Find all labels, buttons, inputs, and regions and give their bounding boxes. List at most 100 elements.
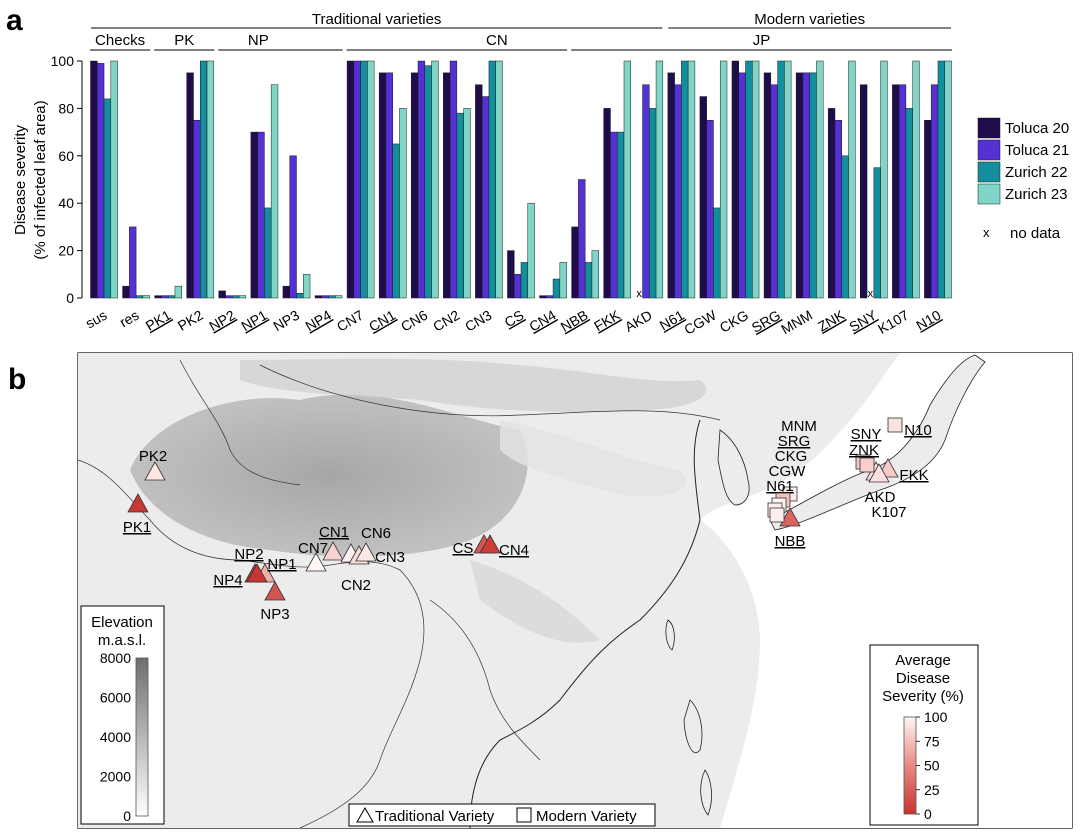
legend-swatch	[977, 183, 1001, 205]
site-label-sny: SNY	[851, 426, 882, 443]
elevation-tick-label: 2000	[100, 769, 131, 785]
no-data-legend-label: no data	[1010, 225, 1061, 242]
bar-zurich-23-k107	[912, 60, 920, 299]
elevation-tick-label: 8000	[100, 650, 131, 666]
site-label-cn4: CN4	[499, 542, 529, 559]
panel-b-letter: b	[8, 363, 26, 396]
country-border-west	[179, 359, 301, 486]
site-marker-n10	[887, 417, 903, 433]
bar-zurich-22-cgw	[713, 207, 721, 299]
site-label-znk: ZNK	[849, 442, 879, 459]
x-tick-label-znk: ZNK	[815, 306, 848, 334]
severity-legend-title-line3: Severity (%)	[882, 688, 964, 705]
y-tick-label: 40	[58, 195, 74, 211]
site-label-mnm: MNM	[781, 418, 817, 435]
bar-zurich-23-cn6	[431, 60, 439, 299]
x-tick-labels: sus res PK1 PK2 NP2 NP1 NP3 NP4 CN7 CN1 CN6 CN2 CN3 C…	[83, 306, 944, 337]
eastern-lowland	[500, 420, 687, 497]
bar-toluca-20-cn6	[410, 72, 419, 299]
elevation-tick-label: 6000	[100, 690, 131, 706]
bar-zurich-22-mnm	[809, 72, 817, 299]
country-border-north	[259, 364, 721, 421]
site-marker-np3	[264, 581, 286, 601]
y-tick-label: 60	[58, 148, 74, 164]
bar-zurich-23-mnm	[816, 60, 824, 299]
bar-toluca-20-n61	[667, 72, 675, 299]
northern-terrain	[240, 358, 707, 412]
bar-toluca-21-n61	[674, 84, 682, 299]
severity-legend: Average Disease Severity (%) 0 25 50 75 100	[869, 644, 979, 826]
group-header-label: Modern varieties	[754, 11, 865, 28]
bar-toluca-20-znk	[827, 108, 836, 299]
bar-toluca-21-cn1	[385, 72, 393, 299]
bar-zurich-22-nbb	[584, 262, 593, 299]
x-tick-label-cn1: CN1	[366, 307, 398, 335]
bar-toluca-20-cn7	[346, 60, 355, 299]
site-label-fkk: FKK	[899, 467, 928, 484]
legend-label: Toluca 20	[1005, 120, 1069, 137]
legend-swatch	[977, 117, 1001, 139]
bar-toluca-20-np3	[282, 285, 290, 299]
site-label-cn3: CN3	[375, 549, 405, 566]
x-tick-label-ckg: CKG	[717, 307, 751, 336]
site-label-cs: CS	[453, 540, 474, 557]
x-tick-label-np4: NP4	[302, 307, 334, 335]
bar-toluca-20-mnm	[795, 72, 804, 299]
site-marker-sny	[859, 457, 875, 473]
bar-zurich-22-znk	[841, 155, 849, 299]
bar-zurich-23-n61	[687, 60, 696, 299]
bar-toluca-21-mnm	[802, 72, 810, 299]
bar-zurich-23-cn7	[367, 60, 375, 299]
bar-zurich-23-znk	[848, 60, 856, 299]
site-label-np3: NP3	[260, 606, 289, 623]
bar-zurich-22-srg	[777, 60, 785, 299]
y-tick-label: 0	[66, 290, 74, 306]
elevation-legend-title-line2: m.a.s.l.	[98, 632, 146, 649]
bar-toluca-20-np2	[218, 290, 226, 299]
bar-toluca-20-n10	[924, 120, 932, 299]
bar-toluca-20-cn3	[475, 84, 483, 299]
bar-zurich-23-cn1	[399, 108, 407, 299]
x-tick-label-pk2: PK2	[175, 307, 206, 334]
severity-legend-title-line2: Disease	[896, 670, 950, 687]
bar-toluca-21-np1	[257, 131, 265, 299]
legend-label: Zurich 22	[1005, 164, 1068, 181]
site-label-cn2: CN2	[341, 577, 371, 594]
legend-swatch	[977, 161, 1001, 183]
x-tick-label-k107: K107	[875, 307, 912, 337]
ocean	[700, 353, 1072, 828]
site-label-cgw: CGW	[769, 463, 807, 480]
site-label-n10: N10	[904, 422, 932, 439]
site-marker-cn4	[479, 534, 501, 554]
no-data-marker: x	[636, 288, 642, 300]
x-tick-label-cgw: CGW	[681, 306, 719, 337]
site-label-ckg: CKG	[775, 448, 808, 465]
bar-zurich-23-cs	[527, 202, 535, 299]
elevation-tick-label: 0	[123, 808, 131, 824]
bar-zurich-22-fkk	[616, 131, 625, 299]
bar-toluca-21-cn2	[449, 60, 458, 299]
bar-zurich-23-np2	[238, 295, 247, 299]
severity-tick-label: 50	[924, 758, 940, 774]
bar-zurich-22-np1	[264, 207, 272, 299]
bar-zurich-23-srg	[784, 60, 792, 299]
subgroup-label: CN	[486, 32, 508, 49]
bar-zurich-23-res	[142, 295, 150, 299]
bar-zurich-22-res	[135, 295, 144, 299]
x-tick-label-cn4: CN4	[526, 307, 558, 335]
bar-zurich-23-sus	[110, 60, 118, 299]
site-label-cn1: CN1	[319, 524, 349, 541]
severity-tick-label: 100	[924, 709, 948, 725]
y-tick-label: 80	[58, 100, 74, 116]
x-tick-label-n61: N61	[657, 307, 687, 334]
site-marker-cn1	[322, 541, 344, 561]
bar-toluca-21-cn3	[481, 96, 490, 299]
bar-toluca-20-cn4	[539, 295, 547, 299]
series-legend: Toluca 20 Toluca 21 Zurich 22 Zurich 23 x no …	[977, 117, 1069, 242]
site-marker-pk1	[127, 493, 149, 513]
site-marker-mnm	[769, 507, 785, 523]
group-header-label: Traditional varieties	[312, 11, 442, 28]
x-tick-label-cs: CS	[502, 307, 527, 331]
